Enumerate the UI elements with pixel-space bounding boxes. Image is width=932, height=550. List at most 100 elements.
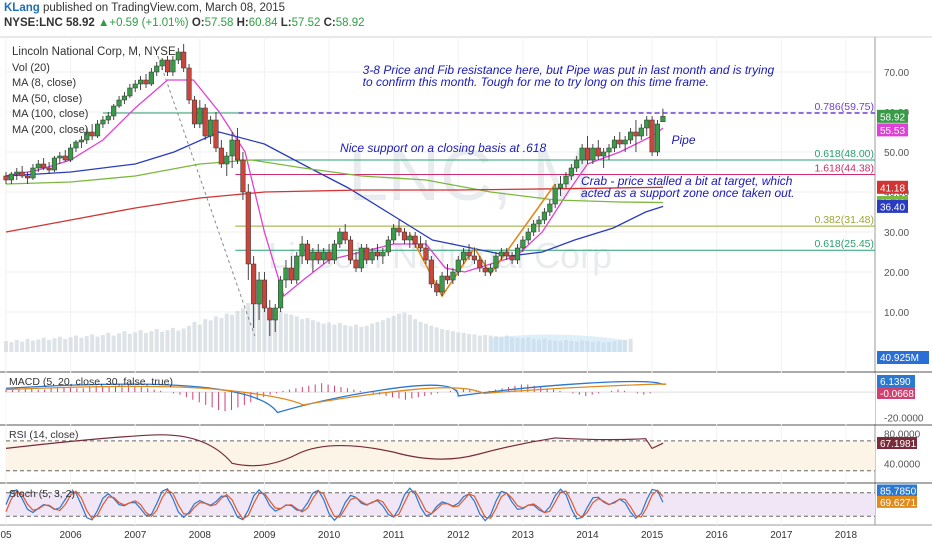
price-label-box — [877, 180, 908, 194]
candle-body — [498, 251, 504, 257]
volume-bar — [149, 331, 154, 352]
time-tick-label: 2007 — [124, 530, 147, 541]
time-tick-label: 2011 — [383, 530, 405, 541]
volume-bar — [483, 335, 488, 352]
candle-body — [132, 83, 138, 89]
author-name[interactable]: KLang — [4, 2, 40, 14]
legend-ma200[interactable]: MA (200, close) — [12, 123, 89, 136]
volume-bar — [192, 321, 197, 352]
candle-body — [466, 251, 472, 257]
time-tick-label: 2016 — [706, 530, 729, 541]
candle-body — [143, 79, 149, 85]
rsi-label: RSI (14, close) — [9, 429, 78, 441]
candle-body — [186, 67, 192, 101]
volume-ma-area — [490, 334, 627, 352]
volume-bar — [52, 338, 57, 352]
open-label: O: — [191, 17, 205, 29]
volume-bar — [467, 333, 472, 352]
candle-body — [450, 271, 456, 281]
candle-body — [19, 171, 25, 177]
macd-label: MACD (5, 20, close, 30, false, true) — [9, 376, 173, 388]
volume-bar — [423, 323, 428, 352]
volume-bar — [294, 316, 299, 352]
candle-body — [197, 107, 203, 125]
price-tick-label: 30.00 — [884, 228, 909, 239]
candle-body — [461, 251, 467, 261]
price-label-text: 36.40 — [880, 202, 905, 213]
candle-body — [251, 263, 257, 305]
candle-body — [568, 167, 574, 177]
candle-body — [428, 259, 434, 285]
candle-body — [261, 279, 267, 309]
candle-body — [396, 227, 402, 233]
volume-bar — [418, 321, 423, 352]
candle-body — [439, 275, 445, 293]
volume-bar — [20, 341, 25, 352]
volume-bar — [197, 324, 202, 352]
volume-bar — [445, 330, 450, 352]
candle-body — [541, 211, 547, 221]
macd-signal-line — [5, 383, 667, 406]
candle-body — [638, 127, 644, 137]
candle-body — [471, 255, 477, 261]
last-price: 58.92 — [65, 17, 95, 29]
candle-body — [175, 51, 181, 61]
stoch-value-text: 69.6271 — [880, 498, 917, 509]
candle-body — [369, 251, 375, 261]
candle-body — [278, 279, 284, 309]
candle-body — [267, 307, 273, 321]
candle-body — [326, 251, 332, 261]
volume-bar — [628, 338, 633, 352]
rsi-line — [5, 434, 664, 467]
chart-annotation: Pipe — [671, 133, 695, 147]
open-value: 57.58 — [204, 17, 234, 29]
chart-title[interactable]: Lincoln National Corp, M, NYSE — [12, 46, 176, 58]
legend-volume[interactable]: Vol (20) — [12, 61, 50, 74]
candle-body — [62, 155, 68, 161]
stoch-value-box — [877, 495, 917, 508]
macd-value-text: -0.0668 — [880, 389, 914, 400]
time-tick-label: 2009 — [253, 530, 276, 541]
volume-bar — [181, 328, 186, 352]
candle-body — [299, 243, 305, 257]
volume-bar — [327, 322, 332, 352]
candle-body — [331, 243, 337, 261]
symbol[interactable]: NYSE:LNC — [4, 17, 63, 29]
volume-bar — [187, 325, 192, 352]
candle-body — [138, 79, 144, 85]
candle-body — [353, 259, 359, 269]
fib-level-label: 1.618(44.38) — [814, 162, 874, 174]
legend-ma50[interactable]: MA (50, close) — [12, 92, 83, 105]
macd-line — [5, 380, 664, 414]
time-tick-label: 05 — [0, 530, 12, 541]
rsi-axis-tick: 40.0000 — [884, 459, 921, 470]
volume-bar — [170, 327, 175, 352]
candle-body — [35, 163, 41, 169]
watermark-ticker: LNC, M — [348, 136, 592, 216]
volume-bar — [154, 329, 159, 352]
legend-ma8[interactable]: MA (8, close) — [12, 77, 77, 89]
candle-body — [154, 65, 160, 73]
candle-body — [41, 163, 47, 169]
candle-body — [601, 151, 607, 157]
candle-body — [218, 147, 224, 165]
volume-bar — [68, 337, 73, 352]
volume-bar — [100, 335, 105, 352]
legend-ma100[interactable]: MA (100, close) — [12, 108, 89, 120]
time-tick-label: 2012 — [447, 530, 470, 541]
candle-body — [595, 147, 601, 157]
candle-body — [121, 95, 127, 101]
candle-body — [557, 183, 564, 189]
volume-bar — [143, 332, 148, 352]
candle-body — [51, 157, 58, 171]
rsi-value-box — [877, 437, 917, 450]
rsi-axis-tick: 80.0000 — [884, 429, 921, 440]
moving-average-line — [5, 159, 664, 204]
volume-bar — [36, 339, 41, 352]
candle-body — [547, 203, 553, 213]
volume-label-text: 40.925M — [880, 353, 919, 364]
volume-bar — [57, 336, 62, 352]
candle-body — [584, 147, 591, 161]
candle-body — [590, 147, 596, 161]
high-label: H: — [236, 17, 249, 29]
